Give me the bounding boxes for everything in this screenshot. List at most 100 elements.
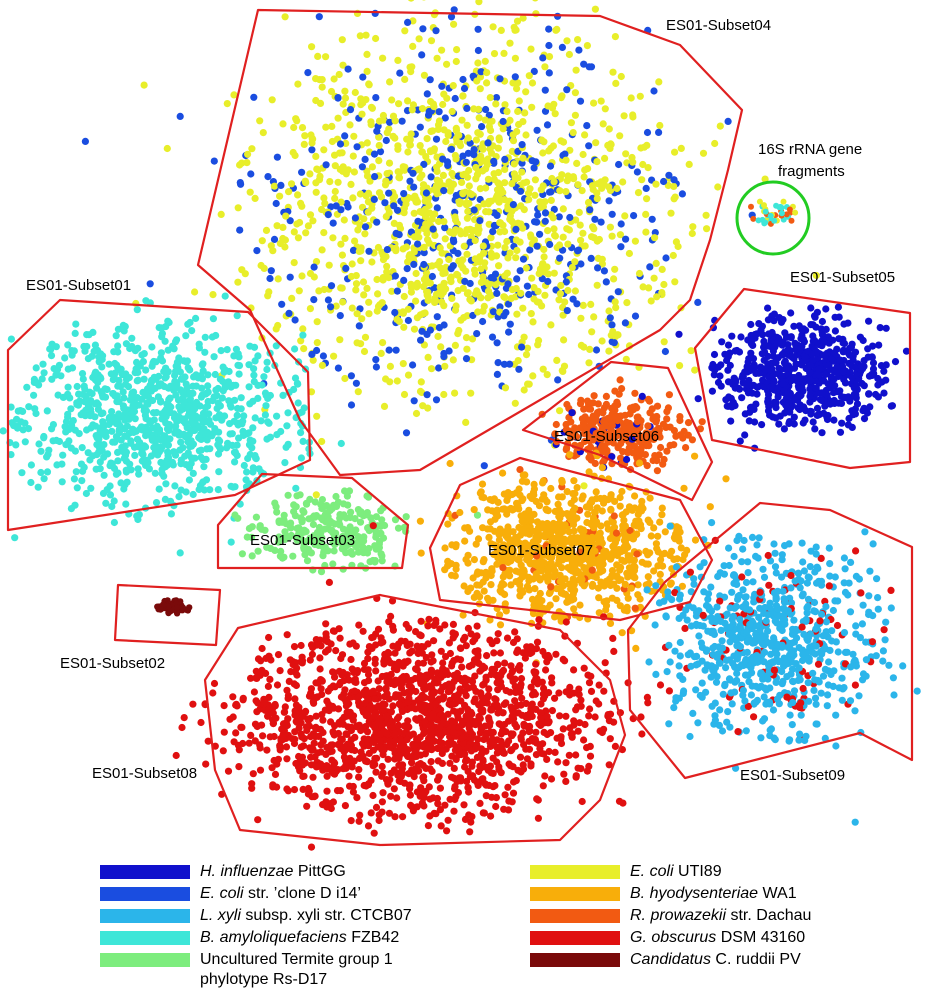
point-0 <box>290 228 298 236</box>
point-0 <box>545 53 554 61</box>
point-1 <box>78 444 86 452</box>
point-0 <box>487 234 495 242</box>
point-0 <box>351 237 359 245</box>
point-0 <box>568 263 576 272</box>
point-0 <box>335 70 343 79</box>
point-0 <box>540 253 548 261</box>
point-0 <box>559 311 567 319</box>
point-4 <box>772 358 780 366</box>
point-0 <box>489 308 498 316</box>
point-0 <box>581 131 589 139</box>
point-0 <box>490 157 498 165</box>
point-2 <box>331 520 339 528</box>
point-6 <box>722 475 730 483</box>
point-0 <box>487 126 495 135</box>
point-2 <box>263 543 271 551</box>
point-0 <box>362 192 370 200</box>
point-1 <box>162 323 170 331</box>
point-0 <box>412 269 420 278</box>
point-1 <box>158 415 166 423</box>
point-0 <box>400 276 408 284</box>
point-0 <box>525 196 533 204</box>
point-6 <box>658 511 666 519</box>
point-0 <box>602 278 610 286</box>
point-0 <box>320 229 328 237</box>
point-0 <box>423 135 431 143</box>
point-6 <box>600 499 608 507</box>
point-0 <box>631 312 640 320</box>
point-6 <box>479 524 487 532</box>
point-6 <box>525 506 533 514</box>
point-1 <box>230 417 238 425</box>
point-4 <box>837 393 846 401</box>
point-0 <box>298 202 306 210</box>
point-4 <box>724 341 733 349</box>
point-0 <box>81 137 89 145</box>
point-0 <box>314 52 322 61</box>
point-4 <box>822 305 830 313</box>
point-1 <box>186 389 194 397</box>
point-0 <box>340 216 348 224</box>
point-6 <box>470 556 478 564</box>
point-1 <box>140 375 148 383</box>
point-1 <box>185 402 193 410</box>
point-6 <box>657 556 665 564</box>
point-1 <box>72 320 80 328</box>
point-1 <box>152 499 161 507</box>
point-1 <box>184 449 192 457</box>
point-0 <box>298 272 306 280</box>
point-1 <box>171 429 179 437</box>
point-4 <box>717 361 725 369</box>
point-4 <box>833 345 841 353</box>
point-0 <box>616 132 624 140</box>
point-0 <box>372 34 380 43</box>
point-1 <box>148 343 156 351</box>
point-1 <box>61 354 69 362</box>
point-0 <box>404 316 412 325</box>
point-0 <box>667 209 675 217</box>
point-0 <box>541 209 550 217</box>
point-0 <box>400 323 408 331</box>
point-0 <box>440 390 448 399</box>
point-0 <box>515 97 523 105</box>
point-4 <box>764 398 772 406</box>
point-0 <box>473 330 481 338</box>
point-1 <box>231 449 240 457</box>
point-6 <box>622 508 630 516</box>
point-0 <box>334 364 342 372</box>
point-5 <box>684 419 693 427</box>
point-4 <box>738 374 746 382</box>
point-1 <box>175 354 183 362</box>
point-0 <box>279 234 287 243</box>
point-6 <box>535 502 544 510</box>
point-5 <box>590 392 598 400</box>
point-0 <box>643 195 651 203</box>
point-0 <box>471 236 479 245</box>
point-0 <box>385 125 393 133</box>
point-0 <box>643 128 652 137</box>
point-6 <box>656 570 664 579</box>
point-2 <box>344 501 352 509</box>
point-0 <box>400 190 408 198</box>
point-0 <box>439 171 447 179</box>
point-0 <box>294 191 302 199</box>
point-0 <box>484 294 492 302</box>
point-0 <box>346 106 355 114</box>
point-1 <box>79 467 87 475</box>
point-0 <box>328 122 336 130</box>
point-2 <box>329 560 337 568</box>
point-0 <box>268 96 276 104</box>
point-0 <box>519 255 528 263</box>
point-0 <box>318 246 326 254</box>
point-1 <box>237 394 245 402</box>
point-0 <box>410 209 418 217</box>
point-1 <box>88 390 96 398</box>
point-7 <box>444 816 452 824</box>
point-0 <box>495 262 503 270</box>
point-6 <box>510 505 518 513</box>
point-0 <box>500 49 508 58</box>
point-0 <box>395 100 403 108</box>
point-0 <box>462 418 470 426</box>
point-1 <box>144 459 152 467</box>
point-2 <box>317 514 325 522</box>
